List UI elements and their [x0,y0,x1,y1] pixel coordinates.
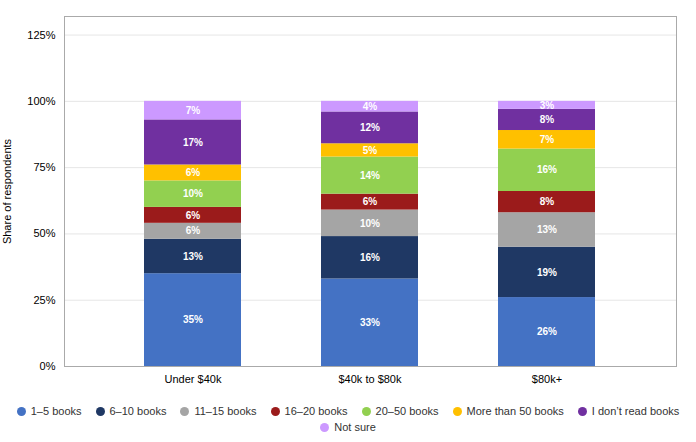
svg-text:13%: 13% [537,224,557,235]
svg-text:19%: 19% [537,267,557,278]
svg-text:6%: 6% [186,167,201,178]
svg-text:Share of respondents: Share of respondents [1,138,13,244]
svg-text:6%: 6% [186,225,201,236]
svg-text:14%: 14% [360,170,380,181]
svg-text:Under $40k: Under $40k [165,373,222,385]
svg-text:16%: 16% [360,252,380,263]
svg-text:8%: 8% [540,114,555,125]
html-text:6–10 books: 6–10 books [109,405,167,417]
html-text:I don’t read books: I don’t read books [591,405,680,417]
svg-text:$40k to $80k: $40k to $80k [339,373,402,385]
svg-text:0%: 0% [40,360,56,372]
svg-text:125%: 125% [27,29,55,41]
svg-text:6%: 6% [186,210,201,221]
svg-text:3%: 3% [540,100,555,111]
svg-text:26%: 26% [537,326,557,337]
svg-text:8%: 8% [540,196,555,207]
svg-text:10%: 10% [183,188,203,199]
svg-text:33%: 33% [360,317,380,328]
html-text:1–5 books: 1–5 books [30,405,82,417]
svg-text:4%: 4% [363,101,378,112]
svg-text:7%: 7% [186,105,201,116]
svg-text:50%: 50% [33,227,55,239]
html-text:16–20 books: 16–20 books [284,405,348,417]
html-text:20–50 books: 20–50 books [375,405,439,417]
svg-text:7%: 7% [540,134,555,145]
svg-text:100%: 100% [27,95,55,107]
svg-text:16%: 16% [537,164,557,175]
html-text:More than 50 books: More than 50 books [466,405,564,417]
html-text:Not sure: Not sure [334,421,376,433]
svg-text:10%: 10% [360,218,380,229]
svg-text:$80k+: $80k+ [532,373,562,385]
svg-text:75%: 75% [33,161,55,173]
svg-text:6%: 6% [363,196,378,207]
svg-text:12%: 12% [360,122,380,133]
svg-text:5%: 5% [363,145,378,156]
svg-text:25%: 25% [33,294,55,306]
svg-text:17%: 17% [183,137,203,148]
html-text:11–15 books: 11–15 books [194,405,257,417]
svg-text:13%: 13% [183,251,203,262]
svg-text:35%: 35% [183,314,203,325]
